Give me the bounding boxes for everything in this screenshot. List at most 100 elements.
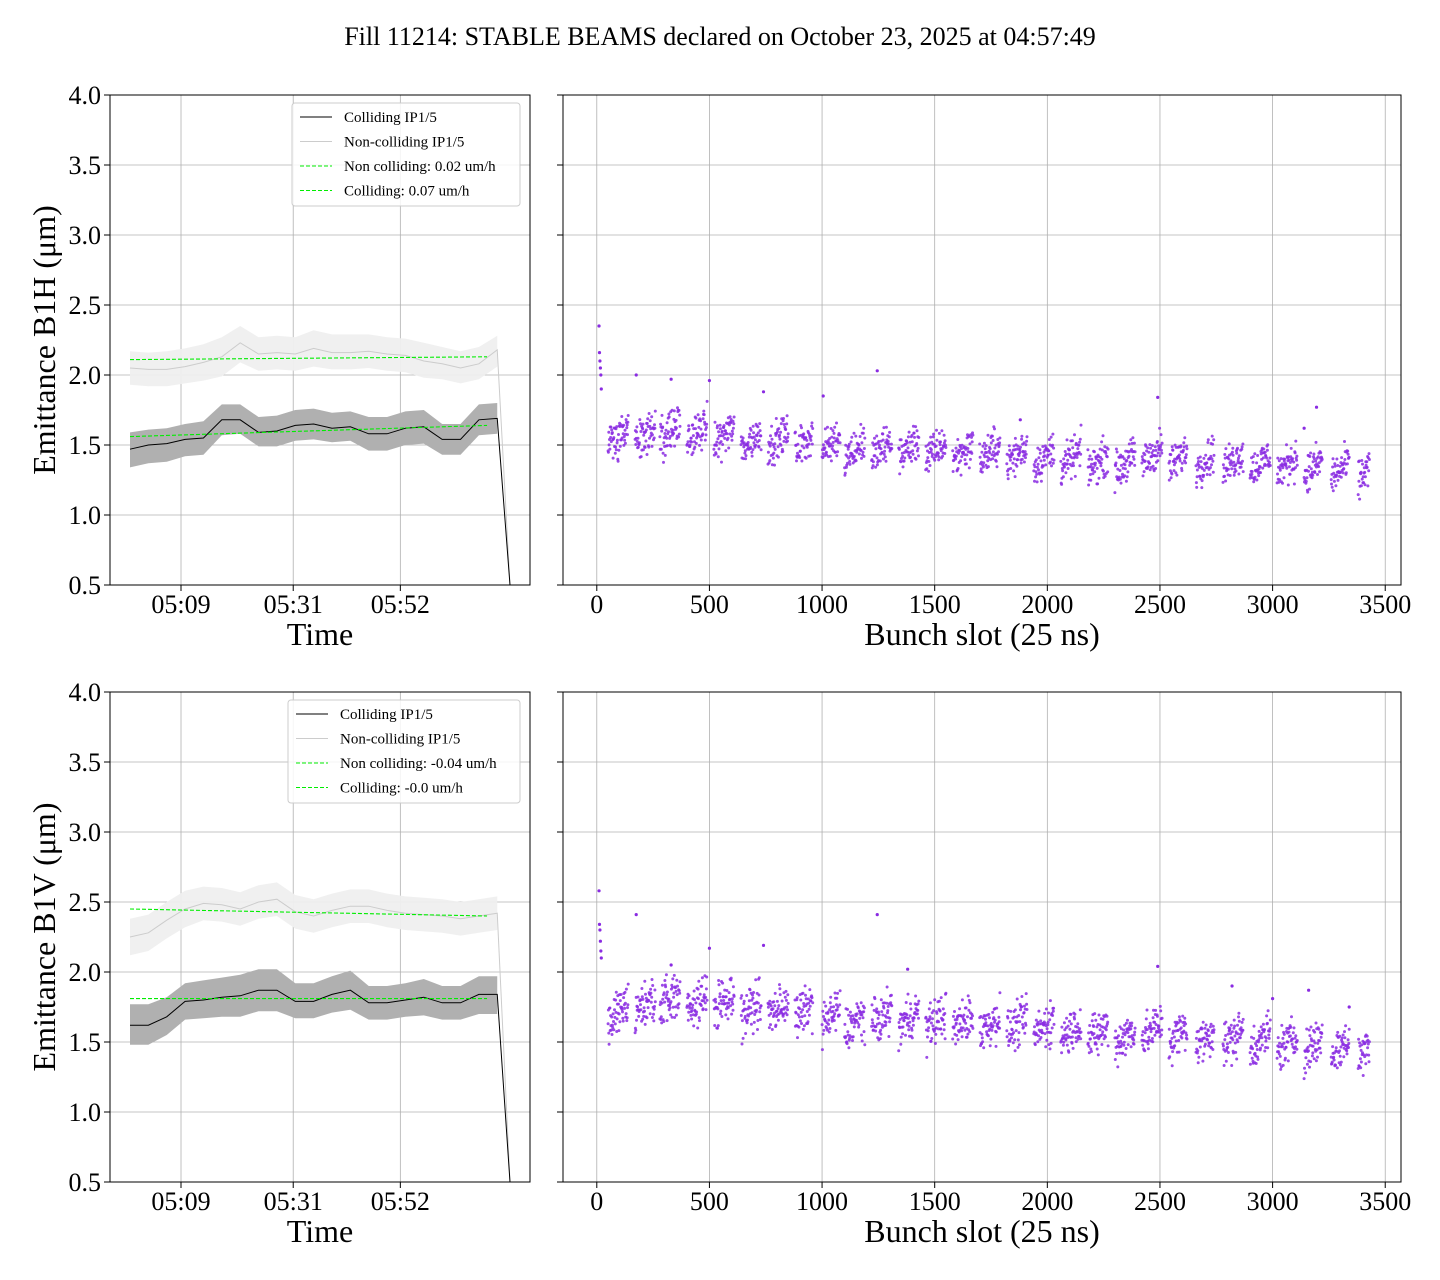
bunch-point <box>916 446 920 450</box>
bunch-point <box>1093 461 1097 465</box>
bunch-point <box>1151 464 1155 468</box>
bunch-point <box>1036 446 1040 450</box>
bunch-point <box>598 359 602 363</box>
bunch-point <box>731 426 735 430</box>
bunch-point <box>696 1026 700 1030</box>
bunch-point <box>687 994 691 998</box>
bunch-point-outlier <box>1230 984 1234 988</box>
bunch-point <box>1239 462 1243 466</box>
bunch-point <box>911 1019 915 1023</box>
bunch-point <box>988 1027 992 1031</box>
bunch-point <box>769 434 772 438</box>
bunch-point <box>784 428 788 431</box>
bunch-point <box>1206 438 1210 442</box>
bunch-point <box>796 1036 799 1040</box>
bunch-point <box>1198 1045 1202 1049</box>
bunch-point <box>1212 1030 1216 1034</box>
bunch-point <box>1091 472 1095 476</box>
bunch-point <box>1281 1036 1285 1040</box>
bunch-point <box>826 1010 830 1014</box>
bunch-point <box>1016 458 1020 462</box>
bunch-point <box>689 436 693 440</box>
bunch-point <box>636 436 640 440</box>
bunch-point <box>1309 1025 1313 1029</box>
bunch-point <box>889 993 893 997</box>
bunch-point <box>997 1020 1001 1024</box>
bunch-point <box>985 451 989 454</box>
bunch-point <box>901 1032 905 1036</box>
bunch-point <box>827 1030 831 1034</box>
x-tick-label: 0 <box>590 1187 603 1216</box>
bunch-point <box>648 419 652 423</box>
bunch-point <box>1277 1045 1281 1049</box>
bunch-point <box>1019 445 1022 449</box>
bunch-point <box>1078 464 1082 468</box>
bunch-point <box>1212 453 1216 457</box>
bunch-point <box>798 1007 802 1011</box>
bunch-point <box>614 998 618 1002</box>
bunch-point <box>691 451 695 455</box>
bunch-point <box>1261 466 1265 470</box>
bunch-point <box>649 1000 653 1004</box>
bunch-point <box>685 442 689 446</box>
bunch-point <box>1145 1028 1149 1031</box>
bunch-point <box>647 999 651 1003</box>
bunch-point <box>716 437 720 441</box>
bunch-point <box>1158 1004 1162 1008</box>
bunch-point <box>1253 475 1257 479</box>
bunch-point <box>980 470 984 474</box>
bunch-point <box>1266 1046 1270 1050</box>
bunch-point <box>1071 461 1075 465</box>
bunch-point <box>958 1022 962 1026</box>
bunch-point <box>997 1015 1001 1019</box>
bunch-point <box>1263 1028 1266 1032</box>
bunch-point <box>1175 473 1179 477</box>
bunch-point <box>1211 470 1215 474</box>
bunch-point <box>717 979 721 982</box>
bunch-point <box>1019 1008 1022 1012</box>
bunch-point <box>863 1043 867 1047</box>
bunch-point <box>963 453 967 457</box>
bunch-point <box>1160 1016 1164 1020</box>
bunch-point <box>1240 1020 1244 1024</box>
bunch-point <box>613 451 617 455</box>
bunch-point <box>1264 1036 1268 1040</box>
bunch-point <box>621 432 625 436</box>
bunch-point <box>1105 1014 1109 1018</box>
bunch-point <box>858 435 862 438</box>
bunch-point <box>700 448 704 452</box>
bunch-point <box>1078 1027 1082 1031</box>
bunch-point <box>747 999 751 1003</box>
bunch-point <box>1119 463 1123 467</box>
bunch-point <box>769 1023 772 1027</box>
bunch-point <box>1020 1005 1024 1009</box>
bunch-point <box>991 1010 995 1014</box>
bunch-point <box>782 1012 785 1016</box>
noncolliding-fit-line <box>129 356 488 361</box>
bunch-point <box>846 447 850 451</box>
bunch-point <box>674 1005 678 1009</box>
bunch-point <box>1336 1030 1340 1034</box>
bunch-point <box>1314 440 1318 444</box>
bunch-point <box>935 438 939 442</box>
y-axis-label: Emittance B1V (μm) <box>26 803 62 1072</box>
bunch-point <box>1099 461 1103 465</box>
x-tick-label: 05:09 <box>151 1187 210 1216</box>
bunch-point <box>697 425 701 429</box>
bunch-point <box>1289 1025 1293 1029</box>
bunch-point <box>776 1018 780 1022</box>
bunch-point <box>1346 449 1350 453</box>
bunch-point <box>1221 480 1225 484</box>
bunch-point <box>1231 1038 1235 1042</box>
bunch-point <box>846 461 849 465</box>
bunch-point <box>1221 463 1225 467</box>
bunch-point <box>1117 1041 1121 1045</box>
bunch-point <box>907 1024 911 1028</box>
bunch-point <box>1121 1035 1124 1039</box>
bunch-point <box>1259 1046 1262 1050</box>
bunch-point <box>646 1006 650 1010</box>
bunch-point <box>942 1028 946 1032</box>
bunch-point <box>1365 1034 1369 1038</box>
bunch-point <box>1256 454 1260 457</box>
bunch-point <box>696 987 700 991</box>
